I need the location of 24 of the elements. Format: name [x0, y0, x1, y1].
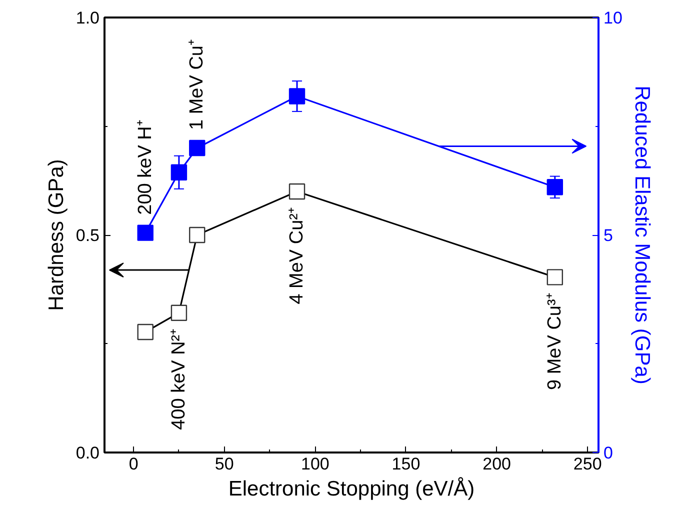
x-tick-label: 200 — [482, 454, 511, 474]
y-axis-title: Hardness (GPa) — [44, 159, 68, 311]
x-tick-label: 150 — [392, 454, 420, 474]
point — [288, 88, 306, 104]
point — [137, 224, 154, 241]
x-tick-label: 0 — [128, 454, 138, 474]
y2-tick-label: 10 — [604, 8, 622, 28]
point — [189, 140, 206, 156]
x-tick-label: 250 — [573, 454, 602, 474]
y2-tick-label: 5 — [604, 226, 613, 245]
annotation: 400 keV N²⁺ — [168, 328, 190, 430]
x-tick-label: 50 — [214, 454, 234, 474]
annotation: 1 MeV Cu⁺ — [186, 40, 208, 130]
annotation: 9 MeV Cu³⁺ — [544, 293, 566, 390]
point — [170, 164, 188, 180]
y-tick-label: 0.5 — [76, 226, 100, 245]
x-tick-label: 100 — [300, 454, 330, 474]
point — [546, 179, 564, 196]
x-axis-title: Electronic Stopping (eV/Å) — [228, 476, 475, 500]
annotation: 200 keV H⁺ — [134, 120, 156, 215]
y2-axis-title: Reduced Elastic Modulus (GPa) — [630, 86, 654, 384]
y-tick-label: 0.0 — [76, 444, 100, 462]
annotation: 4 MeV Cu²⁺ — [286, 207, 308, 304]
y-tick-label: 1.0 — [76, 8, 100, 28]
